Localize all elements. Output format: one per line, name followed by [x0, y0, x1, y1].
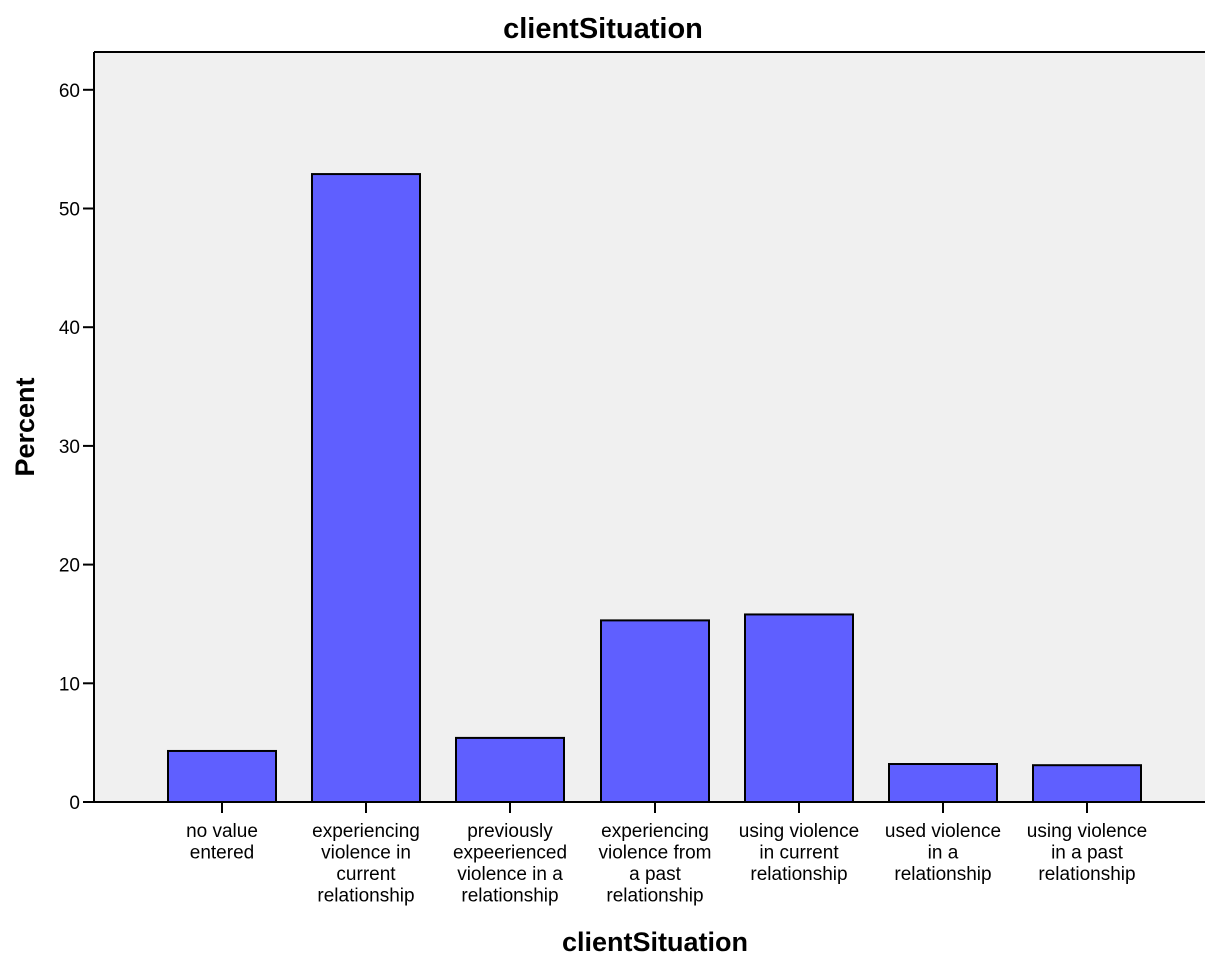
x-tick-label-line: experiencing	[312, 821, 420, 842]
y-tick-label: 40	[59, 318, 80, 339]
bar	[744, 613, 854, 803]
x-tick-label-line: using violence	[739, 821, 859, 842]
bar	[167, 749, 277, 803]
x-tick-label-line: relationship	[750, 864, 847, 885]
x-tick-label: experiencing violence in current relationsh…	[312, 821, 420, 907]
x-tick-label-line: relationship	[606, 886, 703, 907]
x-tick-label-line: using violence	[1027, 821, 1147, 842]
x-tick-label: using violence in current relationship	[739, 821, 859, 885]
x-tick-label-line: in a	[928, 843, 959, 864]
x-tick-label: using violence in a past relationship	[1027, 821, 1147, 885]
y-tick-label: 30	[59, 437, 80, 458]
y-axis-title: Percent	[10, 377, 40, 476]
bar	[600, 619, 710, 803]
x-tick-label-line: experiencing	[601, 821, 709, 842]
y-tick-label: 20	[59, 556, 80, 577]
x-tick-label-line: in a past	[1051, 843, 1124, 864]
x-tick-label-line: violence from	[599, 843, 712, 864]
y-tick-label: 50	[59, 200, 80, 221]
x-axis-title: clientSituation	[562, 927, 748, 954]
bar	[311, 173, 421, 803]
x-tick-label-line: relationship	[317, 886, 414, 907]
x-tick-label-line: relationship	[894, 864, 991, 885]
x-tick-label: experiencing violence from a past relations…	[599, 821, 712, 907]
x-tick-label-line: relationship	[461, 886, 558, 907]
x-tick-label-line: current	[336, 864, 396, 885]
y-tick-label: 60	[59, 81, 80, 102]
bar	[888, 763, 998, 803]
x-tick-label-line: in current	[759, 843, 839, 864]
bar	[455, 736, 565, 803]
x-tick-label-line: no value	[186, 821, 258, 842]
y-tick-label: 10	[59, 674, 80, 695]
x-tick-label-line: previously	[467, 821, 553, 842]
x-tick-label-line: a past	[629, 864, 681, 885]
x-tick-label-line: used violence	[885, 821, 1001, 842]
x-tick-label: no value entered	[186, 821, 258, 864]
x-tick-label-line: relationship	[1038, 864, 1135, 885]
chart-title: clientSituation	[503, 13, 703, 45]
x-tick-label-line: expeerienced	[453, 843, 567, 864]
y-axis-ticks: 0 10 20 30 40 50 60	[59, 81, 94, 814]
x-tick-label-line: violence in	[321, 843, 411, 864]
x-tick-label-line: entered	[190, 843, 254, 864]
x-tick-label-line: violence in a	[457, 864, 563, 885]
y-tick-label: 0	[69, 793, 80, 814]
x-tick-label: previously expeerienced violence in a relat…	[453, 821, 567, 907]
x-tick-label: used violence in a relationship	[885, 821, 1001, 885]
bar	[1032, 764, 1142, 804]
